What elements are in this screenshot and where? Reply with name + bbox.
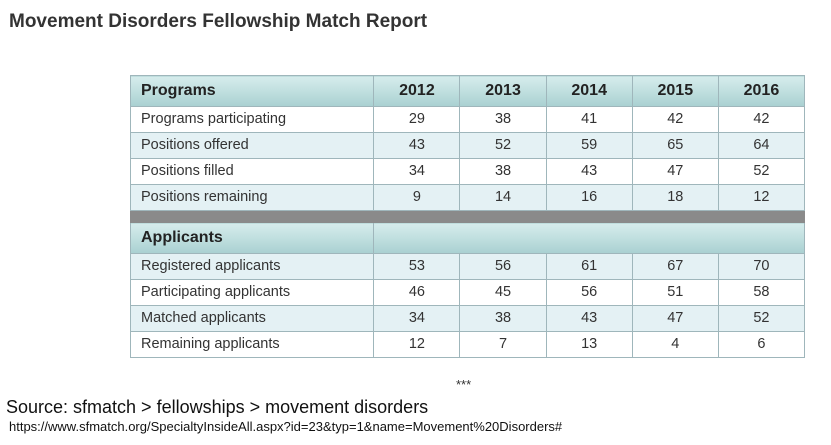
year-header-2015: 2015: [631, 75, 719, 107]
table-cell: 43: [545, 158, 633, 185]
table-cell: 7: [459, 331, 547, 358]
section-separator: [130, 210, 805, 223]
row-label: Matched applicants: [129, 305, 375, 332]
table-cell: 67: [631, 253, 719, 280]
table-cell: 34: [373, 305, 461, 332]
table-cell: 16: [545, 184, 633, 211]
applicants-header-blank: [373, 222, 805, 254]
table-row: Positions offered 43 52 59 65 64: [129, 132, 806, 159]
source-text: Source: sfmatch > fellowships > movement…: [6, 397, 429, 417]
row-label: Positions filled: [129, 158, 375, 185]
table-row: Registered applicants 53 56 61 67 70: [129, 253, 806, 280]
table-cell: 52: [459, 132, 547, 159]
table-cell: 45: [459, 279, 547, 306]
table-cell: 43: [545, 305, 633, 332]
table-cell: 38: [459, 106, 547, 133]
table-cell: 47: [631, 305, 719, 332]
table-cell: 4: [631, 331, 719, 358]
table-cell: 52: [717, 158, 806, 185]
year-header-2013: 2013: [459, 75, 547, 107]
table-cell: 18: [631, 184, 719, 211]
table-cell: 12: [373, 331, 461, 358]
table-cell: 64: [717, 132, 806, 159]
table-cell: 58: [717, 279, 806, 306]
table-cell: 51: [631, 279, 719, 306]
year-header-2012: 2012: [373, 75, 461, 107]
year-header-2014: 2014: [545, 75, 633, 107]
row-label: Programs participating: [129, 106, 375, 133]
year-header-2016: 2016: [717, 75, 806, 107]
programs-header-row: Programs 2012 2013 2014 2015 2016: [129, 75, 806, 107]
table-cell: 29: [373, 106, 461, 133]
table-row: Programs participating 29 38 41 42 42: [129, 106, 806, 133]
table-row: Positions filled 34 38 43 47 52: [129, 158, 806, 185]
programs-header: Programs: [129, 75, 375, 107]
table-cell: 34: [373, 158, 461, 185]
section-divider-stars: ***: [456, 377, 472, 392]
source-url: https://www.sfmatch.org/SpecialtyInsideA…: [9, 419, 563, 434]
table-cell: 65: [631, 132, 719, 159]
table-cell: 42: [631, 106, 719, 133]
separator-bar: [130, 210, 805, 223]
table-cell: 59: [545, 132, 633, 159]
table-cell: 43: [373, 132, 461, 159]
table-row: Participating applicants 46 45 56 51 58: [129, 279, 806, 306]
table-cell: 52: [717, 305, 806, 332]
table-cell: 13: [545, 331, 633, 358]
applicants-header: Applicants: [129, 222, 375, 254]
table-cell: 6: [717, 331, 806, 358]
table-cell: 38: [459, 158, 547, 185]
page-title: Movement Disorders Fellowship Match Repo…: [9, 11, 428, 32]
row-label: Remaining applicants: [129, 331, 375, 358]
table-cell: 70: [717, 253, 806, 280]
table-cell: 61: [545, 253, 633, 280]
row-label: Participating applicants: [129, 279, 375, 306]
table-cell: 46: [373, 279, 461, 306]
table-cell: 12: [717, 184, 806, 211]
row-label: Registered applicants: [129, 253, 375, 280]
row-label: Positions offered: [129, 132, 375, 159]
table-cell: 38: [459, 305, 547, 332]
table-row: Matched applicants 34 38 43 47 52: [129, 305, 806, 332]
table-cell: 56: [545, 279, 633, 306]
match-report-table: Programs 2012 2013 2014 2015 2016 Progra…: [129, 75, 806, 358]
applicants-header-row: Applicants: [129, 222, 805, 254]
table-cell: 53: [373, 253, 461, 280]
table-cell: 41: [545, 106, 633, 133]
table-row: Positions remaining 9 14 16 18 12: [129, 184, 806, 211]
row-label: Positions remaining: [129, 184, 375, 211]
table-cell: 14: [459, 184, 547, 211]
table-cell: 42: [717, 106, 806, 133]
table-cell: 9: [373, 184, 461, 211]
table-cell: 47: [631, 158, 719, 185]
table-row: Remaining applicants 12 7 13 4 6: [129, 331, 806, 358]
table-cell: 56: [459, 253, 547, 280]
